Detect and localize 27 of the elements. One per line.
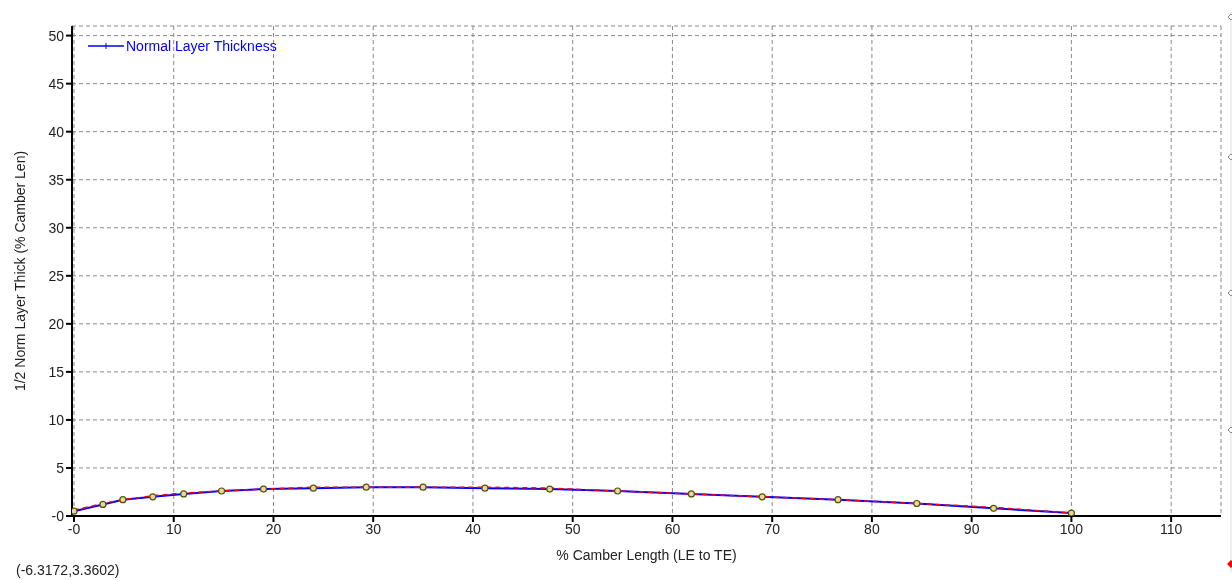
y-tick-label: 30 <box>48 219 65 236</box>
x-tick-label: 50 <box>564 520 581 537</box>
y-tick-label: -0 <box>51 507 65 524</box>
x-tick-label: 40 <box>465 520 481 537</box>
x-tick-label: 20 <box>265 520 282 537</box>
x-axis-title: % Camber Length (LE to TE) <box>556 547 737 563</box>
x-tick-label: 10 <box>165 520 182 537</box>
y-tick-label: 10 <box>48 411 65 428</box>
x-tick-label: 100 <box>1059 520 1084 537</box>
x-tick-label: 90 <box>963 520 980 537</box>
y-tick-label: 35 <box>48 171 65 188</box>
x-tick-label: 80 <box>864 520 880 537</box>
x-tick-label: 70 <box>764 520 781 537</box>
x-tick-label: 110 <box>1159 520 1183 537</box>
y-tick-label: 25 <box>48 267 65 284</box>
y-tick-label: 45 <box>48 75 65 92</box>
x-tick-label: -0 <box>67 520 81 537</box>
text: (-6.3172,3.3602) <box>16 562 120 578</box>
y-tick-label: 5 <box>56 459 65 476</box>
legend-label: Normal Layer Thickness <box>126 38 277 54</box>
y-tick-label: 15 <box>48 363 65 380</box>
y-tick-label: 50 <box>48 27 65 44</box>
x-tick-label: 60 <box>664 520 681 537</box>
y-axis-title: 1/2 Norm Layer Thick (% Camber Len) <box>11 150 28 392</box>
y-tick-label: 40 <box>48 123 65 140</box>
x-tick-label: 30 <box>365 520 382 537</box>
y-tick-label: 20 <box>48 315 65 332</box>
